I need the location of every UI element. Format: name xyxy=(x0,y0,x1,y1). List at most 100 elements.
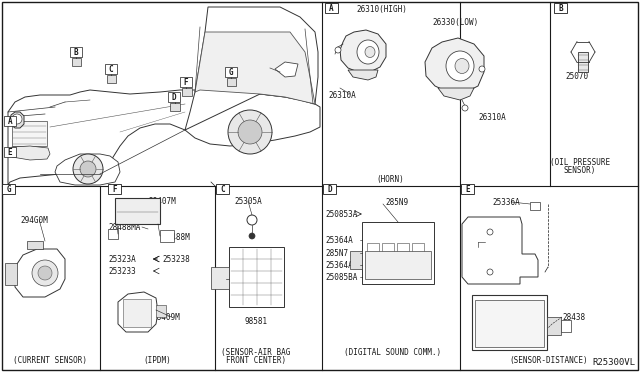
Text: (IPDM): (IPDM) xyxy=(143,356,171,365)
Text: 253233: 253233 xyxy=(108,266,136,276)
Text: F: F xyxy=(184,77,188,87)
Text: 26330(LOW): 26330(LOW) xyxy=(432,17,478,26)
Text: 25305A: 25305A xyxy=(234,196,262,205)
Text: 28452D: 28452D xyxy=(466,237,493,247)
Bar xyxy=(160,230,174,242)
Text: FRONT CENTER): FRONT CENTER) xyxy=(226,356,286,365)
Text: D: D xyxy=(172,93,176,102)
Bar xyxy=(350,251,362,269)
Polygon shape xyxy=(462,217,538,284)
Text: (OIL PRESSURE: (OIL PRESSURE xyxy=(550,157,610,167)
Circle shape xyxy=(247,215,257,225)
Ellipse shape xyxy=(357,40,379,64)
Bar xyxy=(547,317,561,335)
Bar xyxy=(170,103,180,111)
Text: E: E xyxy=(8,148,12,157)
Text: D: D xyxy=(327,185,332,193)
Bar xyxy=(554,3,567,13)
Circle shape xyxy=(238,120,262,144)
Text: 25070: 25070 xyxy=(565,71,589,80)
Text: B: B xyxy=(74,48,78,57)
Bar xyxy=(578,52,588,72)
Bar xyxy=(105,64,117,74)
Bar xyxy=(216,184,229,194)
Text: A: A xyxy=(8,116,12,125)
Text: G: G xyxy=(6,185,11,193)
Bar xyxy=(530,202,540,210)
Polygon shape xyxy=(348,70,378,80)
Text: SENSOR): SENSOR) xyxy=(564,166,596,174)
Text: 28488M: 28488M xyxy=(162,232,189,241)
Circle shape xyxy=(479,66,485,72)
Text: 26310(HIGH): 26310(HIGH) xyxy=(356,4,407,13)
Text: 253238: 253238 xyxy=(162,254,189,263)
Polygon shape xyxy=(275,62,298,77)
Polygon shape xyxy=(10,146,50,160)
Text: 285N7: 285N7 xyxy=(325,248,348,257)
Bar xyxy=(2,184,15,194)
Text: 28438: 28438 xyxy=(562,312,585,321)
Text: 28409M: 28409M xyxy=(152,312,180,321)
Text: (SENSOR-DISTANCE): (SENSOR-DISTANCE) xyxy=(509,356,588,365)
Text: C: C xyxy=(220,185,225,193)
Text: 26310A: 26310A xyxy=(328,90,356,99)
Ellipse shape xyxy=(365,46,375,58)
Text: 98581: 98581 xyxy=(244,317,268,327)
Ellipse shape xyxy=(446,51,474,81)
Polygon shape xyxy=(10,112,24,128)
Bar xyxy=(70,47,82,57)
Text: 25364A: 25364A xyxy=(325,235,353,244)
Bar xyxy=(182,88,192,96)
Text: C: C xyxy=(109,64,113,74)
Text: 25085BA: 25085BA xyxy=(325,273,357,282)
Circle shape xyxy=(335,47,341,53)
Text: R25300VL: R25300VL xyxy=(592,358,635,367)
Polygon shape xyxy=(15,249,65,297)
Bar xyxy=(475,300,544,347)
Text: (CURRENT SENSOR): (CURRENT SENSOR) xyxy=(13,356,87,365)
Text: 285N9: 285N9 xyxy=(385,198,408,206)
Text: G: G xyxy=(228,67,234,77)
Bar xyxy=(362,222,434,284)
Circle shape xyxy=(249,233,255,239)
Bar xyxy=(107,75,116,83)
Bar xyxy=(5,263,17,285)
Bar xyxy=(123,299,151,327)
Bar xyxy=(397,243,409,251)
Bar xyxy=(108,229,118,239)
Bar xyxy=(325,3,338,13)
Bar xyxy=(382,243,394,251)
Circle shape xyxy=(228,110,272,154)
Bar xyxy=(72,58,81,66)
Bar xyxy=(367,243,379,251)
Bar xyxy=(4,147,16,157)
Text: 294G0M: 294G0M xyxy=(20,215,48,224)
Bar xyxy=(461,184,474,194)
Text: A: A xyxy=(329,3,334,13)
Text: B: B xyxy=(558,3,563,13)
Circle shape xyxy=(12,114,22,124)
Circle shape xyxy=(73,154,103,184)
Text: 28488MA: 28488MA xyxy=(108,222,140,231)
Text: (SENSOR-AIR BAG: (SENSOR-AIR BAG xyxy=(221,347,291,356)
Text: E: E xyxy=(465,185,470,193)
Bar xyxy=(12,121,47,146)
Bar xyxy=(180,77,192,87)
Bar xyxy=(115,198,160,224)
Text: F: F xyxy=(112,185,117,193)
Bar xyxy=(561,320,571,332)
Bar xyxy=(472,295,547,350)
Bar xyxy=(323,184,336,194)
Polygon shape xyxy=(425,38,484,93)
Circle shape xyxy=(32,260,58,286)
Text: 28407M: 28407M xyxy=(148,196,176,205)
Text: 25336A: 25336A xyxy=(492,198,520,206)
Polygon shape xyxy=(438,88,474,100)
Text: 250853A: 250853A xyxy=(325,209,357,218)
Bar xyxy=(108,184,121,194)
Bar xyxy=(156,305,166,317)
Ellipse shape xyxy=(455,58,469,74)
Circle shape xyxy=(487,269,493,275)
Circle shape xyxy=(487,229,493,235)
Bar xyxy=(412,243,424,251)
